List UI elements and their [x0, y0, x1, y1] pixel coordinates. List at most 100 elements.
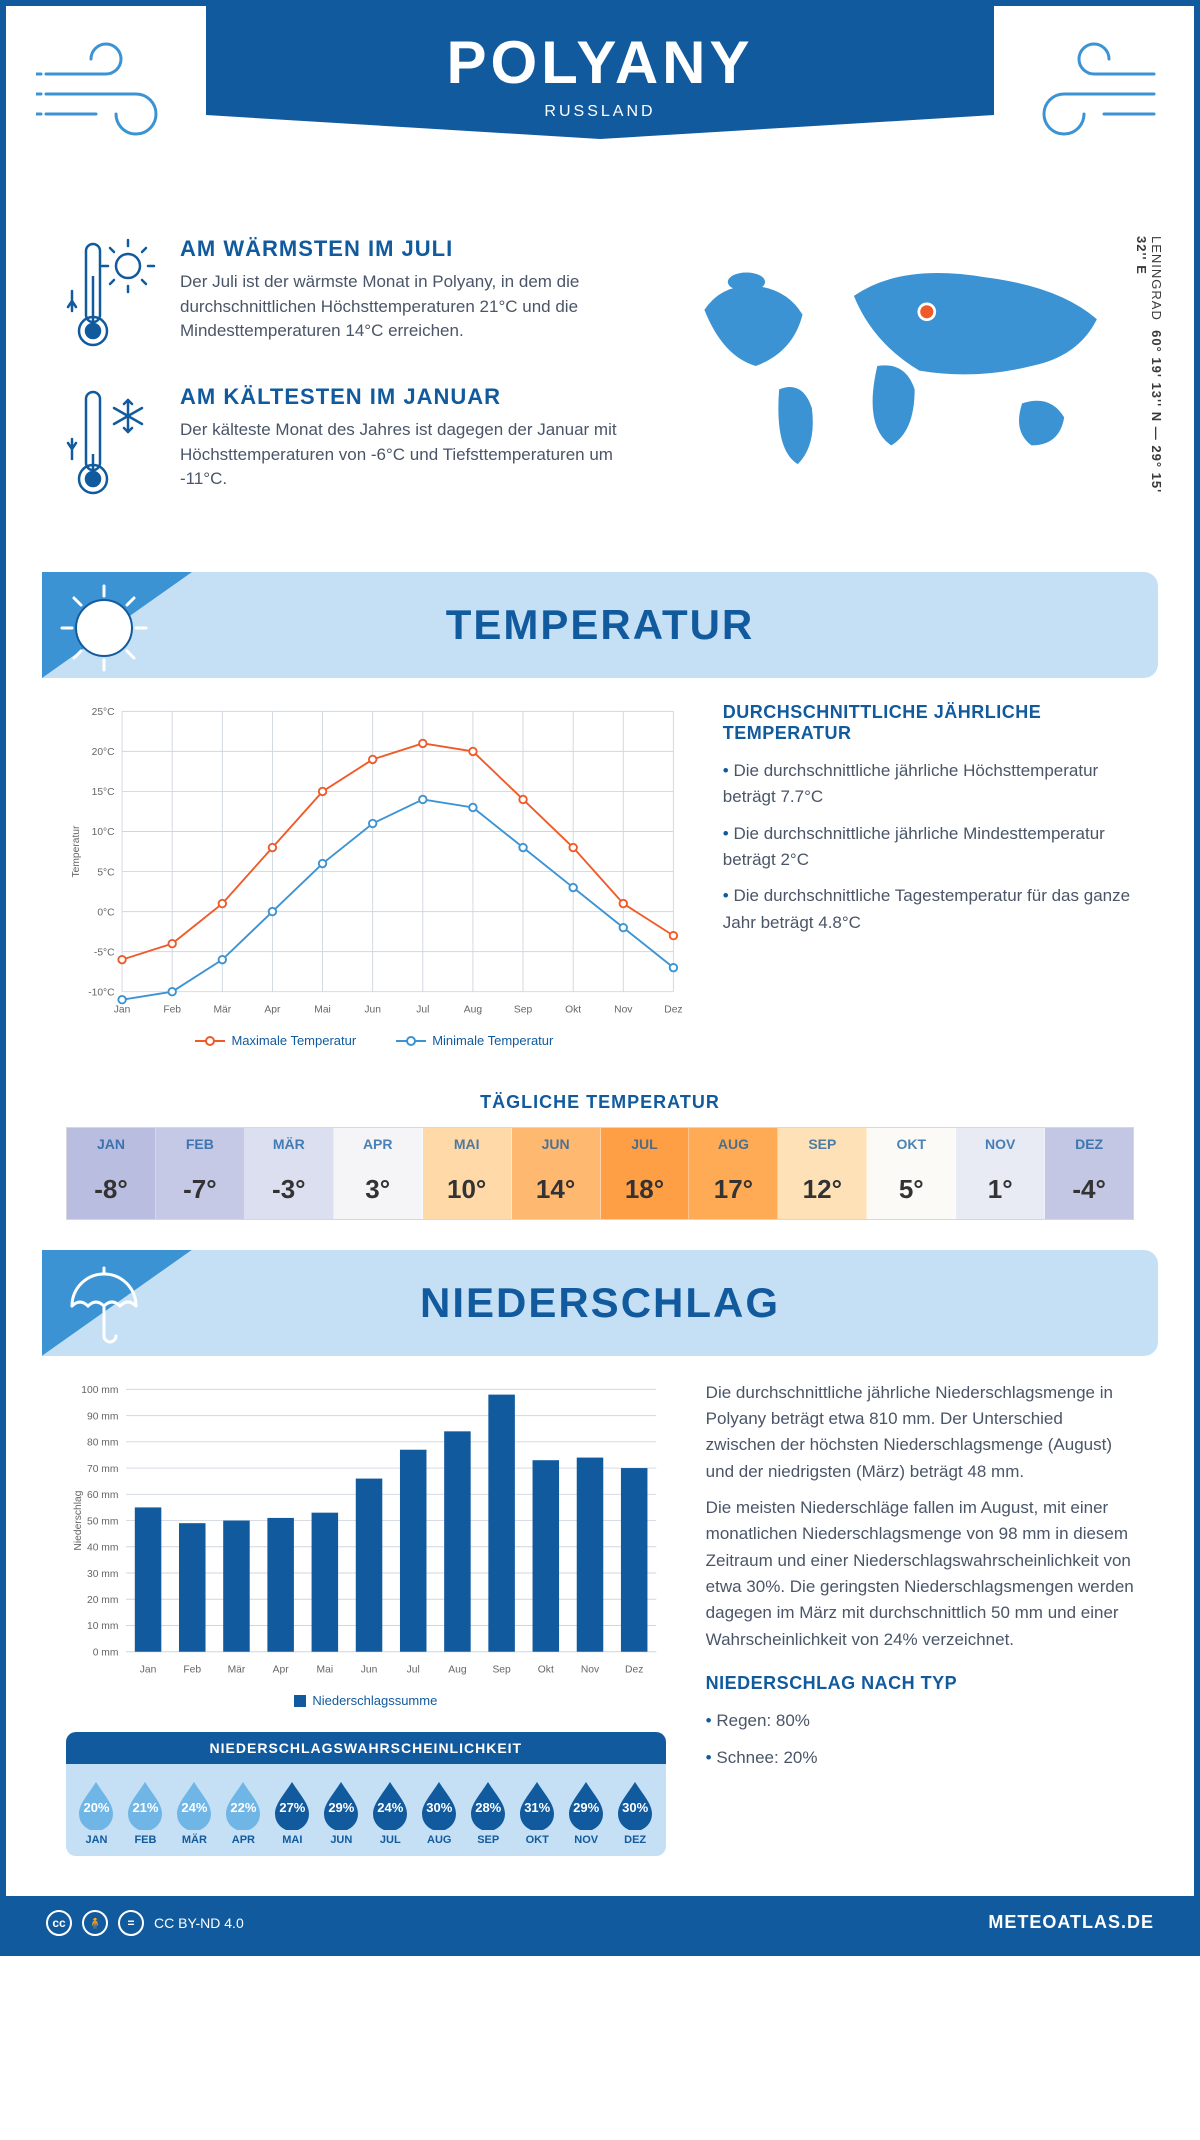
svg-text:Aug: Aug [448, 1664, 467, 1675]
daily-temp-table: JAN-8°FEB-7°MÄR-3°APR3°MAI10°JUN14°JUL18… [66, 1127, 1134, 1220]
daily-cell: JUN14° [512, 1128, 601, 1219]
temp-body: -10°C-5°C0°C5°C10°C15°C20°C25°CJanFebMär… [6, 702, 1194, 1068]
section-header-precip: NIEDERSCHLAG [42, 1250, 1158, 1356]
daily-cell: MAI10° [423, 1128, 512, 1219]
prob-cell: 24%JUL [366, 1778, 415, 1846]
precip-type-title: NIEDERSCHLAG NACH TYP [706, 1673, 1134, 1694]
intro-right: LENINGRAD 60° 19' 13'' N — 29° 15' 32'' … [667, 236, 1134, 532]
daily-cell: MÄR-3° [245, 1128, 334, 1219]
precip-left: 0 mm10 mm20 mm30 mm40 mm50 mm60 mm70 mm8… [66, 1380, 666, 1856]
daily-cell: NOV1° [956, 1128, 1045, 1219]
temp-bullet: Die durchschnittliche jährliche Mindestt… [723, 821, 1134, 874]
warmest-title: AM WÄRMSTEN IM JULI [180, 236, 627, 262]
svg-text:Nov: Nov [614, 1004, 633, 1015]
svg-text:25°C: 25°C [92, 707, 116, 718]
svg-text:Mär: Mär [228, 1664, 246, 1675]
footer-left: cc 🧍 = CC BY-ND 4.0 [46, 1910, 244, 1936]
daily-cell: APR3° [334, 1128, 423, 1219]
prob-cell: 21%FEB [121, 1778, 170, 1846]
svg-text:-10°C: -10°C [88, 987, 115, 998]
svg-text:Dez: Dez [625, 1664, 643, 1675]
prob-cell: 29%JUN [317, 1778, 366, 1846]
title-banner: POLYANY RUSSLAND [206, 6, 994, 139]
footer-site: METEOATLAS.DE [988, 1912, 1154, 1933]
svg-text:Aug: Aug [464, 1004, 483, 1015]
svg-text:Sep: Sep [492, 1664, 511, 1675]
coord-region: LENINGRAD [1149, 236, 1164, 321]
world-map [667, 236, 1134, 496]
precip-legend: Niederschlagssumme [66, 1693, 666, 1708]
svg-text:Feb: Feb [183, 1664, 201, 1675]
page-subtitle: RUSSLAND [206, 103, 994, 121]
svg-text:Mär: Mär [213, 1004, 231, 1015]
daily-cell: OKT5° [867, 1128, 956, 1219]
daily-cell: JAN-8° [67, 1128, 156, 1219]
svg-text:10 mm: 10 mm [87, 1621, 118, 1632]
prob-title: NIEDERSCHLAGSWAHRSCHEINLICHKEIT [66, 1732, 666, 1764]
page: POLYANY RUSSLAND AM WÄRMSTEN IM JULI Der… [0, 0, 1200, 1956]
sun-icon [56, 580, 152, 676]
prob-cell: 30%AUG [415, 1778, 464, 1846]
svg-text:20 mm: 20 mm [87, 1595, 118, 1606]
thermometer-sun-icon [66, 236, 156, 356]
svg-text:Feb: Feb [163, 1004, 181, 1015]
temp-side-text: DURCHSCHNITTLICHE JÄHRLICHE TEMPERATUR D… [723, 702, 1134, 1048]
daily-cell: AUG17° [689, 1128, 778, 1219]
svg-text:Apr: Apr [264, 1004, 281, 1015]
page-title: POLYANY [206, 28, 994, 97]
daily-cell: DEZ-4° [1045, 1128, 1133, 1219]
svg-text:10°C: 10°C [92, 827, 116, 838]
svg-text:100 mm: 100 mm [81, 1385, 118, 1396]
svg-text:70 mm: 70 mm [87, 1464, 118, 1475]
svg-text:50 mm: 50 mm [87, 1516, 118, 1527]
prob-cell: 28%SEP [464, 1778, 513, 1846]
section-title-temp: TEMPERATUR [446, 601, 755, 649]
by-icon: 🧍 [82, 1910, 108, 1936]
svg-text:40 mm: 40 mm [87, 1542, 118, 1553]
svg-text:60 mm: 60 mm [87, 1490, 118, 1501]
svg-text:Jun: Jun [364, 1004, 381, 1015]
svg-text:Sep: Sep [514, 1004, 533, 1015]
temp-legend: Maximale Temperatur Minimale Temperatur [66, 1033, 683, 1048]
svg-text:Nov: Nov [581, 1664, 600, 1675]
nd-icon: = [118, 1910, 144, 1936]
header: POLYANY RUSSLAND [6, 6, 1194, 226]
precip-p1: Die durchschnittliche jährliche Niedersc… [706, 1380, 1134, 1485]
temp-bullets: Die durchschnittliche jährliche Höchstte… [723, 758, 1134, 936]
daily-title: TÄGLICHE TEMPERATUR [6, 1092, 1194, 1113]
probability-box: NIEDERSCHLAGSWAHRSCHEINLICHKEIT 20%JAN21… [66, 1732, 666, 1856]
svg-text:30 mm: 30 mm [87, 1568, 118, 1579]
prob-cell: 20%JAN [72, 1778, 121, 1846]
prob-cell: 29%NOV [562, 1778, 611, 1846]
prob-cell: 22%APR [219, 1778, 268, 1846]
svg-text:15°C: 15°C [92, 787, 116, 798]
temp-chart-svg: -10°C-5°C0°C5°C10°C15°C20°C25°CJanFebMär… [66, 702, 683, 1020]
precip-snow: Schnee: 20% [706, 1745, 1134, 1771]
warmest-text: Der Juli ist der wärmste Monat in Polyan… [180, 270, 627, 344]
intro-left: AM WÄRMSTEN IM JULI Der Juli ist der wär… [66, 236, 627, 532]
svg-text:Dez: Dez [664, 1004, 682, 1015]
svg-text:Jan: Jan [140, 1664, 157, 1675]
precip-body: 0 mm10 mm20 mm30 mm40 mm50 mm60 mm70 mm8… [6, 1380, 1194, 1876]
coldest-text: Der kälteste Monat des Jahres ist dagege… [180, 418, 627, 492]
svg-text:Temperatur: Temperatur [71, 825, 82, 878]
precip-chart-svg: 0 mm10 mm20 mm30 mm40 mm50 mm60 mm70 mm8… [66, 1380, 666, 1680]
svg-text:Jul: Jul [416, 1004, 429, 1015]
wind-icon-right [1014, 34, 1164, 154]
prob-cell: 27%MAI [268, 1778, 317, 1846]
daily-cell: SEP12° [778, 1128, 867, 1219]
svg-text:Okt: Okt [565, 1004, 581, 1015]
svg-text:Mai: Mai [317, 1664, 334, 1675]
svg-text:Okt: Okt [538, 1664, 554, 1675]
warmest-block: AM WÄRMSTEN IM JULI Der Juli ist der wär… [66, 236, 627, 356]
svg-text:90 mm: 90 mm [87, 1411, 118, 1422]
svg-text:Jan: Jan [114, 1004, 131, 1015]
section-header-temp: TEMPERATUR [42, 572, 1158, 678]
svg-text:Apr: Apr [273, 1664, 290, 1675]
legend-min: Minimale Temperatur [432, 1033, 553, 1048]
prob-row: 20%JAN21%FEB24%MÄR22%APR27%MAI29%JUN24%J… [66, 1764, 666, 1856]
prob-cell: 30%DEZ [611, 1778, 660, 1846]
svg-text:80 mm: 80 mm [87, 1437, 118, 1448]
temp-chart: -10°C-5°C0°C5°C10°C15°C20°C25°CJanFebMär… [66, 702, 683, 1048]
cc-icon: cc [46, 1910, 72, 1936]
